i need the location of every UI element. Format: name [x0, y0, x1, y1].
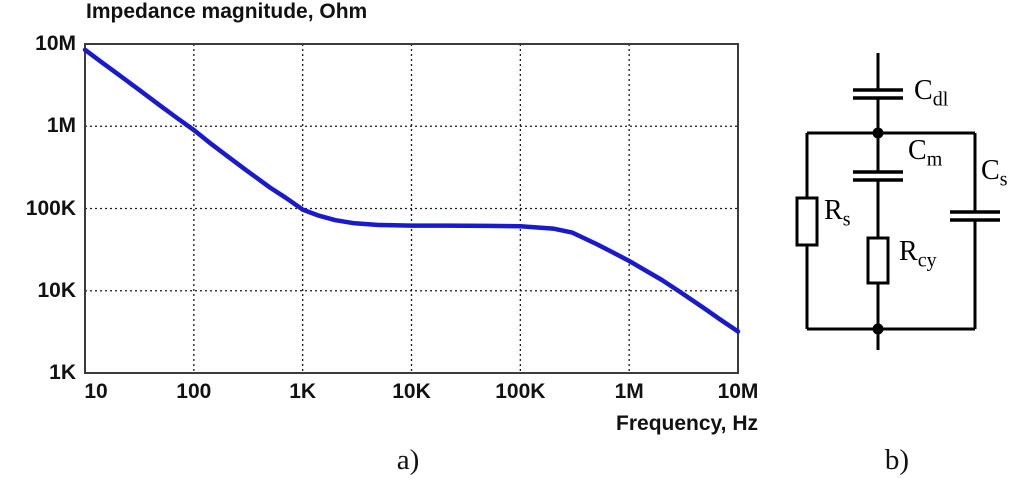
top-node-dot — [872, 127, 884, 139]
y-tick-label: 100K — [25, 196, 76, 220]
label-cdl-main: C — [914, 75, 933, 106]
y-tick-label: 10M — [35, 32, 76, 55]
label-cdl: Cdl — [914, 75, 948, 110]
chart-title: Impedance magnitude, Ohm — [86, 0, 368, 23]
impedance-curve — [82, 47, 741, 334]
y-tick-label: 1K — [49, 361, 76, 384]
x-tick-label: 1M — [614, 380, 644, 403]
label-cm-main: C — [908, 135, 927, 166]
label-cm-sub: m — [926, 148, 943, 171]
label-rcy-main: R — [899, 236, 918, 267]
label-cm: Cm — [908, 135, 942, 170]
plot-frame — [84, 43, 739, 374]
caption-b: b) — [884, 444, 910, 476]
x-tick-label: 1K — [289, 380, 317, 403]
label-cs: Cs — [981, 155, 1007, 190]
x-axis-label: Frequency, Hz — [616, 412, 758, 435]
resistor-rcy-icon — [866, 236, 890, 285]
x-tick-label: 10M — [717, 380, 759, 403]
label-rs-main: R — [824, 195, 843, 226]
label-cs-main: C — [981, 155, 1000, 186]
bottom-node-dot — [872, 323, 884, 335]
label-rs: Rs — [824, 195, 850, 230]
capacitor-cs-icon — [950, 210, 1000, 222]
caption-a: a) — [396, 444, 420, 476]
x-tick-label: 10K — [392, 380, 431, 403]
capacitor-cm-icon — [853, 170, 903, 182]
capacitor-cdl-icon — [853, 88, 903, 100]
circuit-diagram — [795, 53, 1000, 350]
label-rcy-sub: cy — [917, 249, 937, 272]
y-tick-label: 1M — [46, 114, 76, 138]
x-tick-label: 100 — [176, 380, 212, 403]
label-rs-sub: s — [842, 208, 851, 231]
label-cs-sub: s — [999, 168, 1008, 191]
label-rcy: Rcy — [899, 236, 937, 271]
resistor-rs-icon — [795, 196, 819, 247]
label-cdl-sub: dl — [932, 88, 949, 111]
x-tick-label: 100K — [495, 380, 546, 403]
gridlines — [85, 44, 738, 373]
y-tick-label: 10K — [37, 278, 76, 302]
x-tick-label: 10 — [84, 380, 108, 403]
